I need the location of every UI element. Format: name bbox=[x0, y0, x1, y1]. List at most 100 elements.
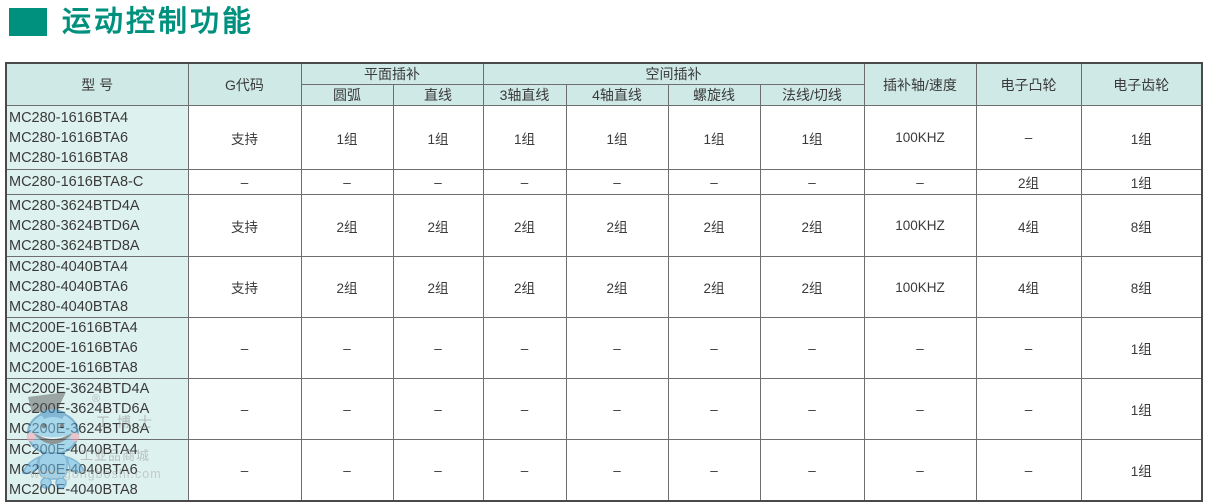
cell-ecam: 4组 bbox=[975, 194, 1082, 257]
group-space-interpolation: 空间插补 bbox=[482, 62, 865, 85]
model-name: MC280-3624BTD8A bbox=[9, 237, 140, 254]
cell-normal-tangent: 2组 bbox=[759, 256, 865, 318]
cell-axis-speed: – bbox=[863, 439, 977, 502]
cell-arc: 2组 bbox=[300, 256, 394, 318]
cell-3axis: 1组 bbox=[482, 105, 567, 170]
col-3axis-line: 3轴直线 bbox=[482, 84, 567, 106]
cell-egear: 1组 bbox=[1080, 169, 1203, 195]
cell-line: – bbox=[392, 439, 484, 502]
cell-gcode: – bbox=[187, 317, 302, 379]
col-4axis-line: 4轴直线 bbox=[565, 84, 669, 106]
cell-gcode: 支持 bbox=[187, 194, 302, 257]
cell-gcode: – bbox=[187, 378, 302, 440]
cell-helix: – bbox=[667, 169, 761, 195]
header-row-2: 圆弧 直线 3轴直线 4轴直线 螺旋线 法线/切线 bbox=[6, 84, 1202, 106]
cell-arc: 1组 bbox=[300, 105, 394, 170]
model-name: MC280-1616BTA4 bbox=[9, 109, 129, 126]
model-name: MC200E-1616BTA6 bbox=[9, 340, 138, 356]
cell-gcode: 支持 bbox=[187, 105, 302, 170]
cell-egear: 1组 bbox=[1080, 105, 1203, 170]
col-normal-tangent: 法线/切线 bbox=[759, 84, 865, 106]
cell-helix: – bbox=[667, 439, 761, 502]
cell-3axis: – bbox=[482, 317, 567, 379]
cell-arc: 2组 bbox=[300, 194, 394, 257]
cell-line: – bbox=[392, 169, 484, 195]
cell-axis-speed: 100KHZ bbox=[863, 194, 977, 257]
model-name: MC200E-1616BTA8 bbox=[9, 360, 138, 376]
group-plane-interpolation: 平面插补 bbox=[300, 62, 484, 85]
col-axis-speed: 插补轴/速度 bbox=[863, 62, 977, 106]
model-name: MC200E-3624BTD6A bbox=[9, 401, 150, 417]
cell-egear: 1组 bbox=[1080, 317, 1203, 379]
cell-4axis: – bbox=[565, 317, 669, 379]
model-name: MC280-3624BTD4A bbox=[9, 197, 140, 214]
model-name: MC200E-4040BTA6 bbox=[9, 462, 138, 478]
cell-axis-speed: 100KHZ bbox=[863, 256, 977, 318]
col-gcode: G代码 bbox=[187, 62, 302, 106]
section-title-bar: 运动控制功能 bbox=[9, 6, 254, 38]
cell-line: 1组 bbox=[392, 105, 484, 170]
cell-ecam: – bbox=[975, 378, 1082, 440]
cell-helix: 1组 bbox=[667, 105, 761, 170]
cell-axis-speed: – bbox=[863, 378, 977, 440]
cell-gcode: 支持 bbox=[187, 256, 302, 318]
model-cell: MC280-3624BTD4A MC280-3624BTD6A MC280-36… bbox=[5, 194, 189, 257]
table-row: MC200E-3624BTD4A MC200E-3624BTD6A MC200E… bbox=[5, 378, 1203, 440]
cell-normal-tangent: 1组 bbox=[759, 105, 865, 170]
title-bullet-icon bbox=[9, 8, 47, 36]
motion-control-spec-table: 型 号 G代码 平面插补 空间插补 插补轴/速度 电子凸轮 电子齿轮 圆弧 直线… bbox=[5, 62, 1203, 502]
cell-helix: 2组 bbox=[667, 256, 761, 318]
cell-line: – bbox=[392, 378, 484, 440]
model-cell: MC200E-1616BTA4 MC200E-1616BTA6 MC200E-1… bbox=[5, 317, 189, 379]
cell-line: – bbox=[392, 317, 484, 379]
cell-axis-speed: – bbox=[863, 317, 977, 379]
cell-axis-speed: – bbox=[863, 169, 977, 195]
table-row: MC200E-4040BTA4 MC200E-4040BTA6 MC200E-4… bbox=[5, 439, 1203, 502]
col-electronic-cam: 电子凸轮 bbox=[975, 62, 1082, 106]
cell-4axis: 2组 bbox=[565, 194, 669, 257]
model-name: MC200E-3624BTD8A bbox=[9, 421, 150, 437]
model-name: MC200E-3624BTD4A bbox=[9, 381, 150, 397]
cell-3axis: – bbox=[482, 378, 567, 440]
cell-normal-tangent: – bbox=[759, 317, 865, 379]
cell-helix: – bbox=[667, 378, 761, 440]
model-name: MC280-1616BTA8 bbox=[9, 149, 129, 166]
model-name: MC280-1616BTA8-C bbox=[9, 174, 144, 190]
cell-egear: 1组 bbox=[1080, 378, 1203, 440]
cell-egear: 1组 bbox=[1080, 439, 1203, 502]
cell-ecam: – bbox=[975, 317, 1082, 379]
cell-line: 2组 bbox=[392, 194, 484, 257]
cell-normal-tangent: – bbox=[759, 378, 865, 440]
cell-4axis: 2组 bbox=[565, 256, 669, 318]
col-model: 型 号 bbox=[5, 62, 189, 106]
col-electronic-gear: 电子齿轮 bbox=[1080, 62, 1203, 106]
cell-helix: 2组 bbox=[667, 194, 761, 257]
model-name: MC200E-4040BTA4 bbox=[9, 442, 138, 458]
cell-gcode: – bbox=[187, 439, 302, 502]
table-row: MC280-4040BTA4 MC280-4040BTA6 MC280-4040… bbox=[5, 256, 1203, 318]
cell-line: 2组 bbox=[392, 256, 484, 318]
cell-4axis: – bbox=[565, 378, 669, 440]
cell-arc: – bbox=[300, 378, 394, 440]
cell-arc: – bbox=[300, 169, 394, 195]
cell-ecam: – bbox=[975, 105, 1082, 170]
cell-3axis: – bbox=[482, 169, 567, 195]
cell-normal-tangent: 2组 bbox=[759, 194, 865, 257]
page-title: 运动控制功能 bbox=[62, 6, 255, 38]
model-name: MC200E-1616BTA4 bbox=[9, 320, 138, 336]
model-cell: MC280-4040BTA4 MC280-4040BTA6 MC280-4040… bbox=[5, 256, 189, 318]
cell-egear: 8组 bbox=[1080, 256, 1203, 318]
model-cell: MC280-1616BTA8-C bbox=[5, 169, 189, 195]
header-row-1: 型 号 G代码 平面插补 空间插补 插补轴/速度 电子凸轮 电子齿轮 bbox=[5, 62, 1203, 106]
cell-3axis: 2组 bbox=[482, 256, 567, 318]
cell-4axis: – bbox=[565, 439, 669, 502]
cell-3axis: – bbox=[482, 439, 567, 502]
cell-axis-speed: 100KHZ bbox=[863, 105, 977, 170]
cell-ecam: 2组 bbox=[975, 169, 1082, 195]
model-name: MC280-4040BTA8 bbox=[9, 299, 129, 315]
cell-ecam: – bbox=[975, 439, 1082, 502]
cell-normal-tangent: – bbox=[759, 169, 865, 195]
cell-arc: – bbox=[300, 317, 394, 379]
model-name: MC200E-4040BTA8 bbox=[9, 482, 138, 498]
table-row: MC280-1616BTA8-C – – – – – – – – 2组 1组 bbox=[5, 169, 1203, 195]
